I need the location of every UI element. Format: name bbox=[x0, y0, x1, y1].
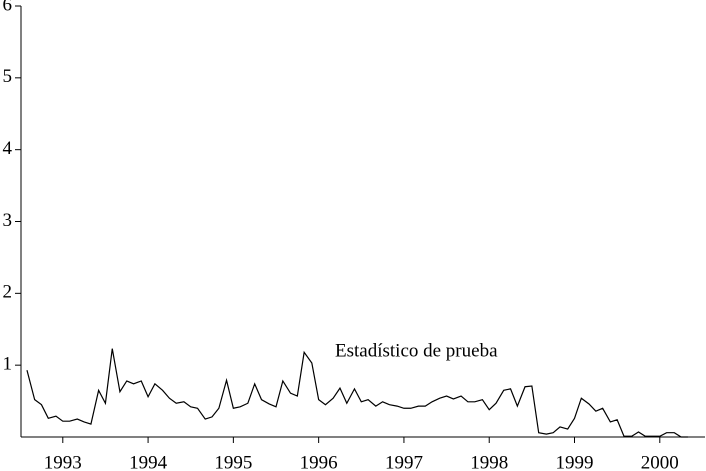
y-tick-label: 1 bbox=[3, 354, 13, 375]
x-tick-label: 1994 bbox=[129, 452, 168, 471]
x-tick-label: 2000 bbox=[641, 452, 679, 471]
x-tick-label: 1998 bbox=[470, 452, 508, 471]
y-tick-label: 3 bbox=[3, 210, 13, 231]
x-tick-label: 1997 bbox=[385, 452, 423, 471]
y-tick-label: 5 bbox=[3, 66, 13, 87]
x-tick-label: 1999 bbox=[556, 452, 594, 471]
x-tick-label: 1995 bbox=[214, 452, 252, 471]
y-tick-label: 2 bbox=[3, 282, 13, 303]
y-tick-label: 4 bbox=[3, 138, 13, 159]
y-tick-label: 6 bbox=[3, 0, 13, 15]
x-tick-label: 1996 bbox=[300, 452, 338, 471]
annotation: Estadístico de prueba bbox=[335, 340, 498, 361]
x-tick-label: 1993 bbox=[44, 452, 82, 471]
data-line bbox=[26, 348, 688, 438]
